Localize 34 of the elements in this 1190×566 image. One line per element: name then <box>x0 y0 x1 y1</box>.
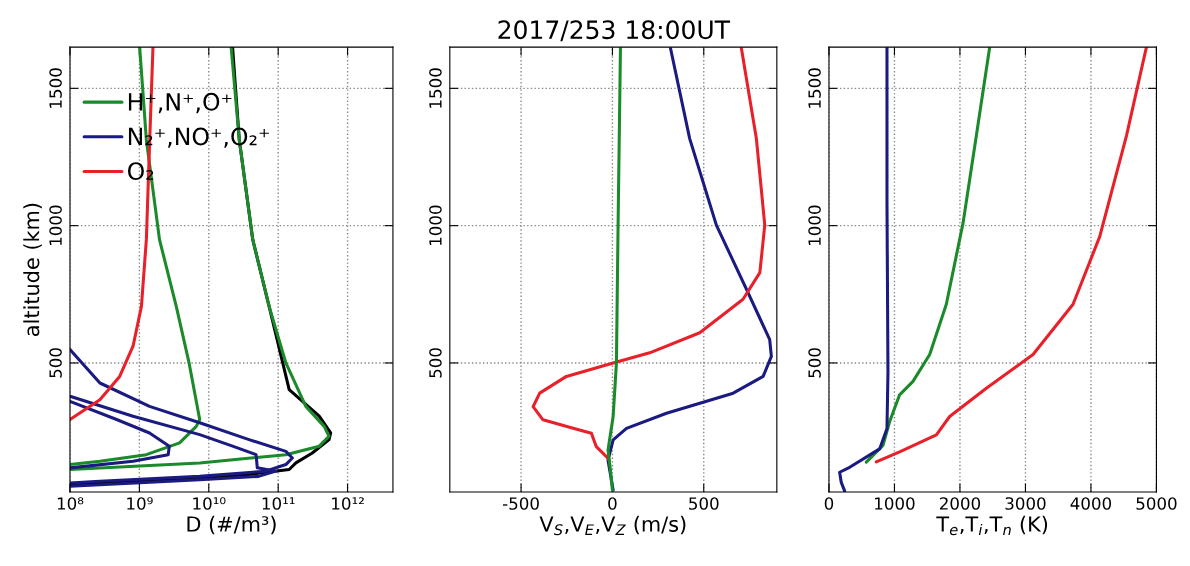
x-tick-label: 3000 <box>1005 497 1046 510</box>
line-series <box>874 47 1148 464</box>
y-tick-label: 1000 <box>808 205 821 246</box>
y-tick-label: 500 <box>49 348 62 378</box>
x-axis-title: V$_{S}$,V$_{E}$,V$_{Z}$ (m/s) <box>539 515 686 536</box>
x-tick-label: 10¹² <box>332 497 364 510</box>
x-tick-label: 10⁸ <box>57 497 84 510</box>
y-tick-label: 500 <box>429 348 442 378</box>
x-tick-label: 5000 <box>1136 497 1177 510</box>
x-axis-title: D (#/m³) <box>187 515 276 535</box>
x-tick-label: 2000 <box>939 497 981 510</box>
y-tick-label: 1000 <box>429 205 442 246</box>
x-tick-label: -500 <box>502 497 539 510</box>
line-series <box>606 47 622 492</box>
x-axis-title: T$_{e}$,T$_{i}$,T$_{n}$ (K) <box>936 515 1048 536</box>
y-tick-label: 1500 <box>49 68 62 108</box>
y-tick-label: 1000 <box>49 205 62 246</box>
x-tick-label: 4000 <box>1070 497 1112 510</box>
line-series <box>531 47 767 462</box>
line-series <box>838 47 890 493</box>
y-tick-label: 1500 <box>808 68 821 108</box>
y-tick-label: 1500 <box>429 68 442 108</box>
line-series <box>606 47 773 492</box>
chart-title: 2017/253 18:00UT <box>498 20 731 42</box>
line-series <box>864 47 992 464</box>
y-tick-label: 500 <box>808 348 821 378</box>
x-tick-label: 0 <box>824 497 834 510</box>
x-tick-label: 0 <box>608 497 617 510</box>
x-tick-label: 10⁹ <box>127 497 153 510</box>
x-tick-label: 10¹⁰ <box>193 497 226 510</box>
x-tick-label: 10¹¹ <box>262 497 295 510</box>
x-tick-label: 500 <box>689 497 719 510</box>
y-axis-title: altitude (km) <box>23 203 42 336</box>
x-tick-label: 1000 <box>875 497 915 510</box>
